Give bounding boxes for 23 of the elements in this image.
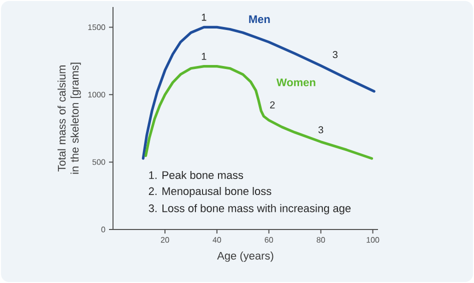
x-tick-label: 40 <box>212 237 222 243</box>
line-series <box>142 26 376 160</box>
x-tick-label: 80 <box>316 237 325 243</box>
y-tick-label: 500 <box>92 159 106 165</box>
annotation: 2 <box>270 101 275 108</box>
x-tick-label: 100 <box>366 237 380 243</box>
series-label: Men <box>249 15 270 24</box>
y-tick-label: 1000 <box>88 92 106 98</box>
y-axis-title: Total mass of calsium in the skeleton [grams] <box>58 62 81 174</box>
annotation: 3 <box>332 51 338 58</box>
annotation: 1 <box>202 14 206 21</box>
annotation: 1 <box>202 52 206 60</box>
series-label: Women <box>276 78 316 86</box>
x-tick-label: 20 <box>160 237 170 243</box>
y-tick-label: 1500 <box>88 24 106 30</box>
y-tick-label: 0 <box>101 226 106 232</box>
x-tick-label: 60 <box>264 237 274 243</box>
annotation: 1. Peak bone mass <box>149 170 244 180</box>
annotation: 3 <box>318 126 324 134</box>
annotation: 3. Loss of bone mass with increasing age <box>148 204 351 214</box>
annotation: 2. Menopausal bone loss <box>148 186 272 198</box>
line-series <box>144 65 374 160</box>
x-axis-title: Age (years) <box>217 252 274 262</box>
